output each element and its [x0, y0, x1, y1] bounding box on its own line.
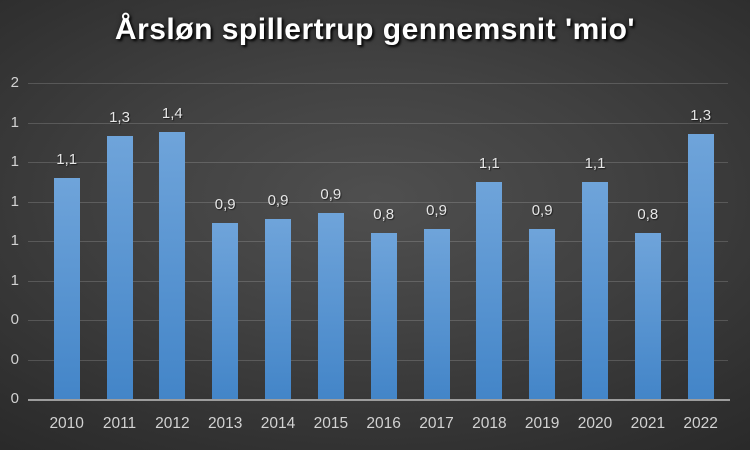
gridline — [28, 162, 728, 163]
y-axis-tick-label: 1 — [10, 153, 19, 170]
y-axis-tick-label: 1 — [10, 232, 19, 249]
bar-value-label: 1,3 — [109, 109, 130, 127]
x-axis-category-label: 2017 — [419, 415, 454, 432]
bar-value-label: 0,9 — [320, 186, 342, 204]
bar — [634, 233, 661, 399]
x-axis-category-label: 2012 — [155, 415, 190, 432]
chart-title: Årsløn spillertrup gennemsnit 'mio' — [114, 13, 636, 46]
y-axis-tick-label: 0 — [10, 390, 19, 407]
x-axis-category-label: 2013 — [207, 415, 243, 432]
bar — [476, 181, 503, 399]
bar — [529, 229, 556, 399]
bar — [687, 134, 714, 399]
x-axis-category-label: 2016 — [366, 415, 401, 432]
bar — [317, 213, 344, 399]
x-axis-category-label: 2019 — [524, 415, 560, 432]
bar — [582, 181, 608, 399]
bar-value-label: 0,8 — [373, 206, 395, 224]
bar — [370, 233, 397, 399]
x-axis-category-label: 2022 — [683, 415, 718, 432]
bar-value-label: 1,1 — [478, 154, 500, 172]
y-axis-tick-label: 0 — [10, 350, 19, 368]
y-axis-tick-label: 0 — [10, 311, 19, 328]
y-axis-tick-label: 1 — [10, 271, 19, 289]
gridline — [28, 83, 728, 84]
bar — [265, 219, 292, 399]
gridline — [28, 201, 728, 203]
bar-value-label: 0,8 — [637, 206, 659, 224]
bar-value-label: 1,4 — [161, 105, 183, 123]
x-axis-category-label: 2020 — [577, 415, 613, 432]
x-axis-category-label: 2011 — [102, 415, 137, 432]
bar-value-label: 1,1 — [584, 154, 606, 172]
y-axis-tick-label: 1 — [10, 113, 19, 131]
bar-value-label: 1,3 — [690, 107, 712, 125]
bar-value-label: 0,9 — [531, 202, 553, 220]
x-axis-category-label: 2014 — [260, 415, 296, 432]
gridline — [28, 122, 728, 124]
y-axis-tick-label: 1 — [10, 192, 19, 210]
x-axis-category-label: 2021 — [630, 415, 666, 432]
bar — [423, 229, 450, 399]
bar — [53, 177, 80, 399]
bar-value-label: 0,9 — [426, 202, 447, 220]
y-axis-tick-label: 2 — [10, 74, 19, 91]
bar — [159, 132, 186, 399]
x-axis-category-label: 2018 — [472, 415, 507, 432]
x-axis-line — [28, 398, 730, 401]
bar-value-label: 0,9 — [214, 196, 236, 214]
bar — [212, 223, 239, 399]
x-axis-category-label: 2010 — [49, 415, 84, 432]
bar — [106, 136, 133, 399]
bar-value-label: 1,1 — [56, 150, 78, 168]
x-axis-category-label: 2015 — [313, 415, 349, 432]
bar-value-label: 0,9 — [267, 192, 289, 210]
